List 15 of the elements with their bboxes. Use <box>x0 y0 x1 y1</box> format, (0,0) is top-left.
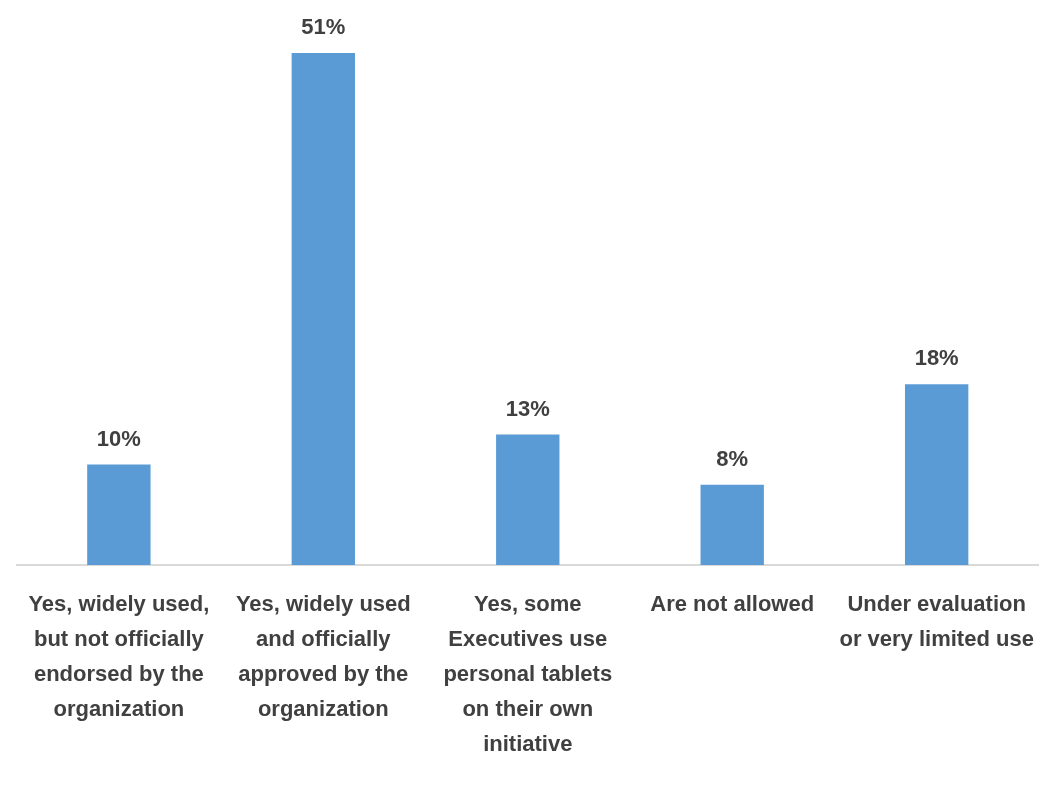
bar <box>496 434 560 565</box>
x-tick-label: Are not allowed <box>650 590 815 616</box>
bar <box>700 484 764 565</box>
x-tick-label: Yes, widely used, but not officially endorsed by the organization <box>28 590 210 722</box>
x-tick-label: Under evaluation or very limited use <box>839 590 1034 651</box>
data-label: 13% <box>505 395 550 421</box>
bar <box>291 53 356 565</box>
x-tick-label: Yes, some Executives use personal tablets on their own initiative <box>443 590 613 757</box>
bar <box>87 464 151 565</box>
data-label: 18% <box>914 345 959 371</box>
data-label: 51% <box>301 14 346 40</box>
bar <box>904 384 969 565</box>
x-tick-label: Yes, widely used and officially approved by the organization <box>235 590 411 722</box>
data-label: 10% <box>96 425 141 451</box>
data-label: 8% <box>716 445 749 471</box>
